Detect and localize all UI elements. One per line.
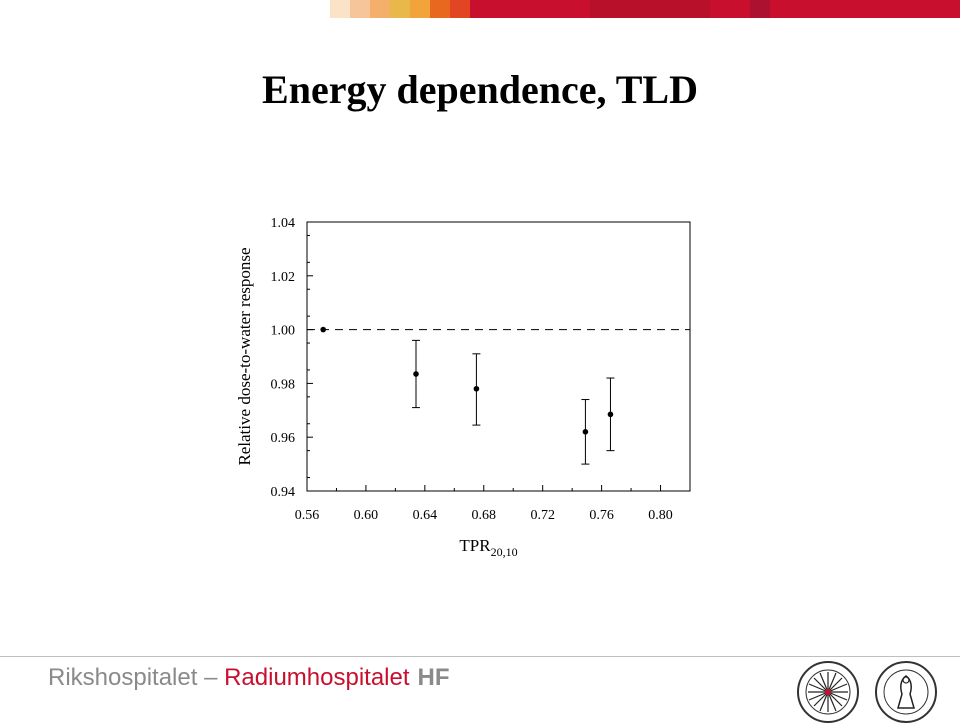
y-tick-label: 1.04	[271, 216, 296, 231]
x-axis-label-subscript: 20,10	[491, 545, 518, 559]
banner-segment	[750, 0, 770, 18]
footer-brand-part1: Rikshospitalet –	[48, 664, 225, 691]
x-tick-label: 0.68	[472, 508, 497, 523]
data-point	[607, 411, 614, 418]
banner-segment	[770, 0, 960, 18]
footer-brand-part2: Radiumhospitalet	[224, 664, 410, 691]
data-point	[582, 429, 589, 435]
y-axis-label: Relative dose-to-water response	[235, 247, 254, 465]
plot-frame	[306, 221, 691, 492]
slide-title: Energy dependence, TLD	[262, 67, 698, 112]
data-point	[320, 326, 327, 333]
banner-segment	[450, 0, 470, 18]
footer-brand-part3: HF	[417, 664, 450, 691]
banner-segment	[330, 0, 350, 18]
x-axis-label: TPR20,10	[459, 536, 517, 559]
banner-segment	[350, 0, 370, 18]
banner-segment	[410, 0, 430, 18]
banner-segment	[370, 0, 390, 18]
norwegian-radium-hospital-seal-icon	[797, 661, 859, 723]
banner-segment	[430, 0, 450, 18]
banner-segment	[470, 0, 590, 18]
data-point	[413, 371, 419, 377]
y-tick-label: 1.02	[271, 270, 296, 285]
banner-segment	[590, 0, 710, 18]
x-tick-label: 0.60	[354, 508, 379, 523]
y-tick-label: 0.96	[271, 431, 296, 446]
x-tick-label: 0.72	[530, 508, 555, 523]
x-tick-label: 0.64	[413, 508, 438, 523]
footer-brand: Rikshospitalet – Radiumhospitalet HF	[48, 664, 450, 692]
x-tick-label: 0.56	[295, 508, 320, 523]
university-of-oslo-seal-icon	[875, 661, 937, 723]
y-tick-label: 1.00	[271, 324, 296, 339]
footer-divider	[0, 656, 960, 657]
x-tick-label: 0.80	[648, 508, 673, 523]
y-tick-label: 0.98	[271, 377, 296, 392]
x-tick-label: 0.76	[589, 508, 614, 523]
banner-segment	[390, 0, 410, 18]
banner-segment	[0, 0, 330, 18]
scatter-chart: 0.94 0.96 0.98 1.00 1.02 1.04 0.56 0.60 0.64 0.68…	[235, 216, 691, 559]
banner-segment	[710, 0, 750, 18]
x-axis-label-main: TPR	[459, 536, 491, 555]
y-tick-label: 0.94	[271, 485, 296, 500]
top-color-banner	[0, 0, 960, 18]
data-point	[473, 385, 480, 392]
